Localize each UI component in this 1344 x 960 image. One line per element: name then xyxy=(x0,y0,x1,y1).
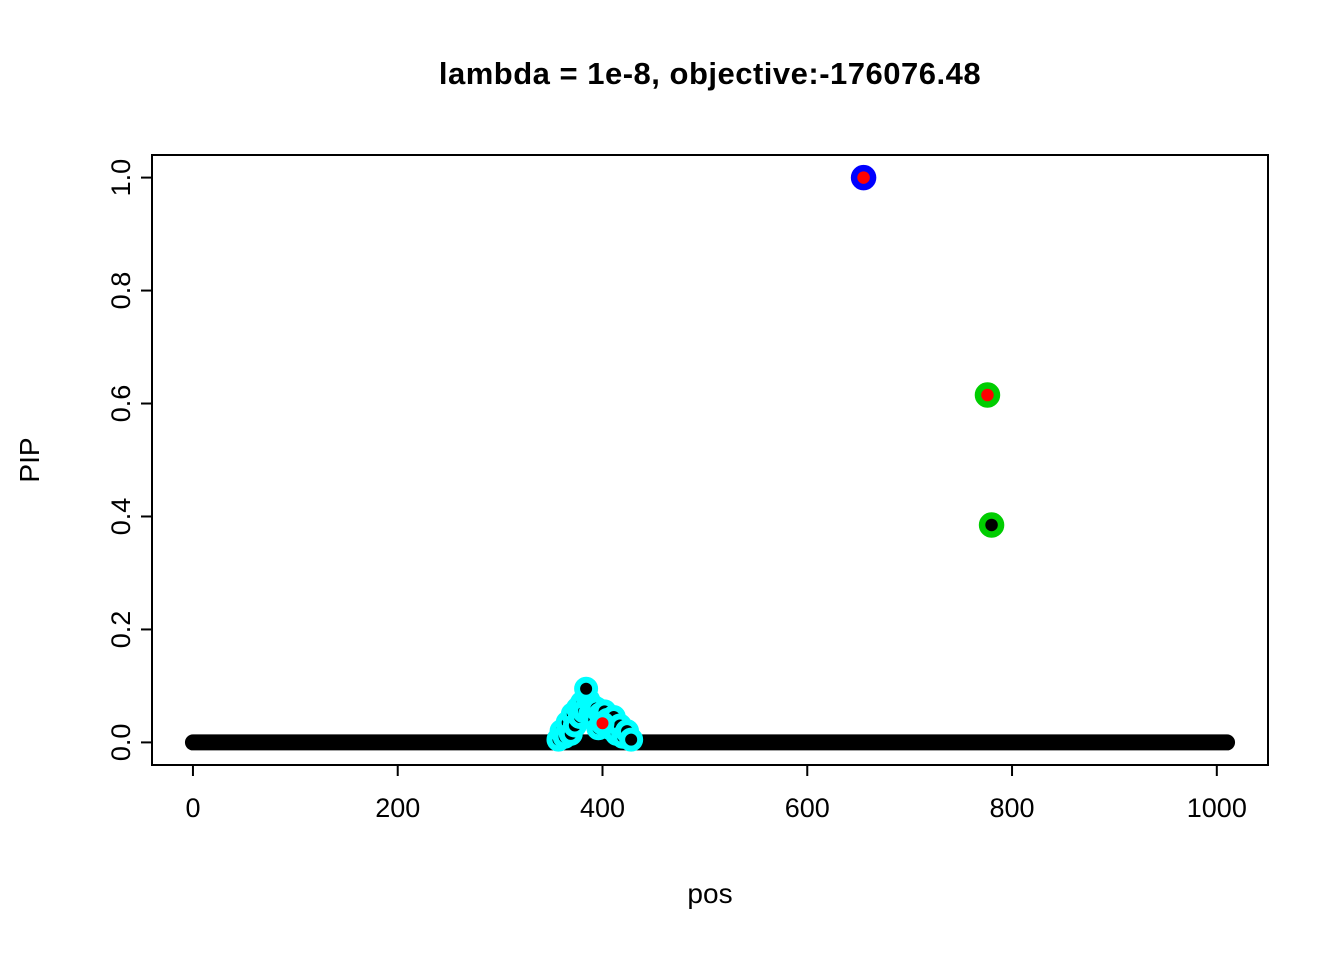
highlight-point xyxy=(850,164,877,191)
highlight-point xyxy=(978,512,1005,538)
x-tick-label: 0 xyxy=(185,793,200,823)
y-tick-label: 0.2 xyxy=(106,611,136,649)
plot-title: lambda = 1e-8, objective:-176076.48 xyxy=(438,56,982,91)
cluster-point xyxy=(590,711,615,736)
x-tick-label: 1000 xyxy=(1187,793,1247,823)
x-tick-label: 400 xyxy=(580,793,625,823)
y-tick-label: 0.8 xyxy=(106,272,136,310)
y-tick-label: 0.0 xyxy=(106,724,136,762)
x-tick-label: 800 xyxy=(990,793,1035,823)
cluster-point xyxy=(574,676,599,701)
x-axis-label: pos xyxy=(687,878,733,909)
y-tick-label: 0.4 xyxy=(106,498,136,536)
x-tick-label: 200 xyxy=(375,793,420,823)
y-tick-label: 0.6 xyxy=(106,385,136,423)
x-tick-label: 600 xyxy=(785,793,830,823)
y-tick-label: 1.0 xyxy=(106,159,136,197)
cluster-point xyxy=(619,727,644,752)
highlight-point xyxy=(974,382,1001,408)
plot-box xyxy=(151,154,1269,766)
